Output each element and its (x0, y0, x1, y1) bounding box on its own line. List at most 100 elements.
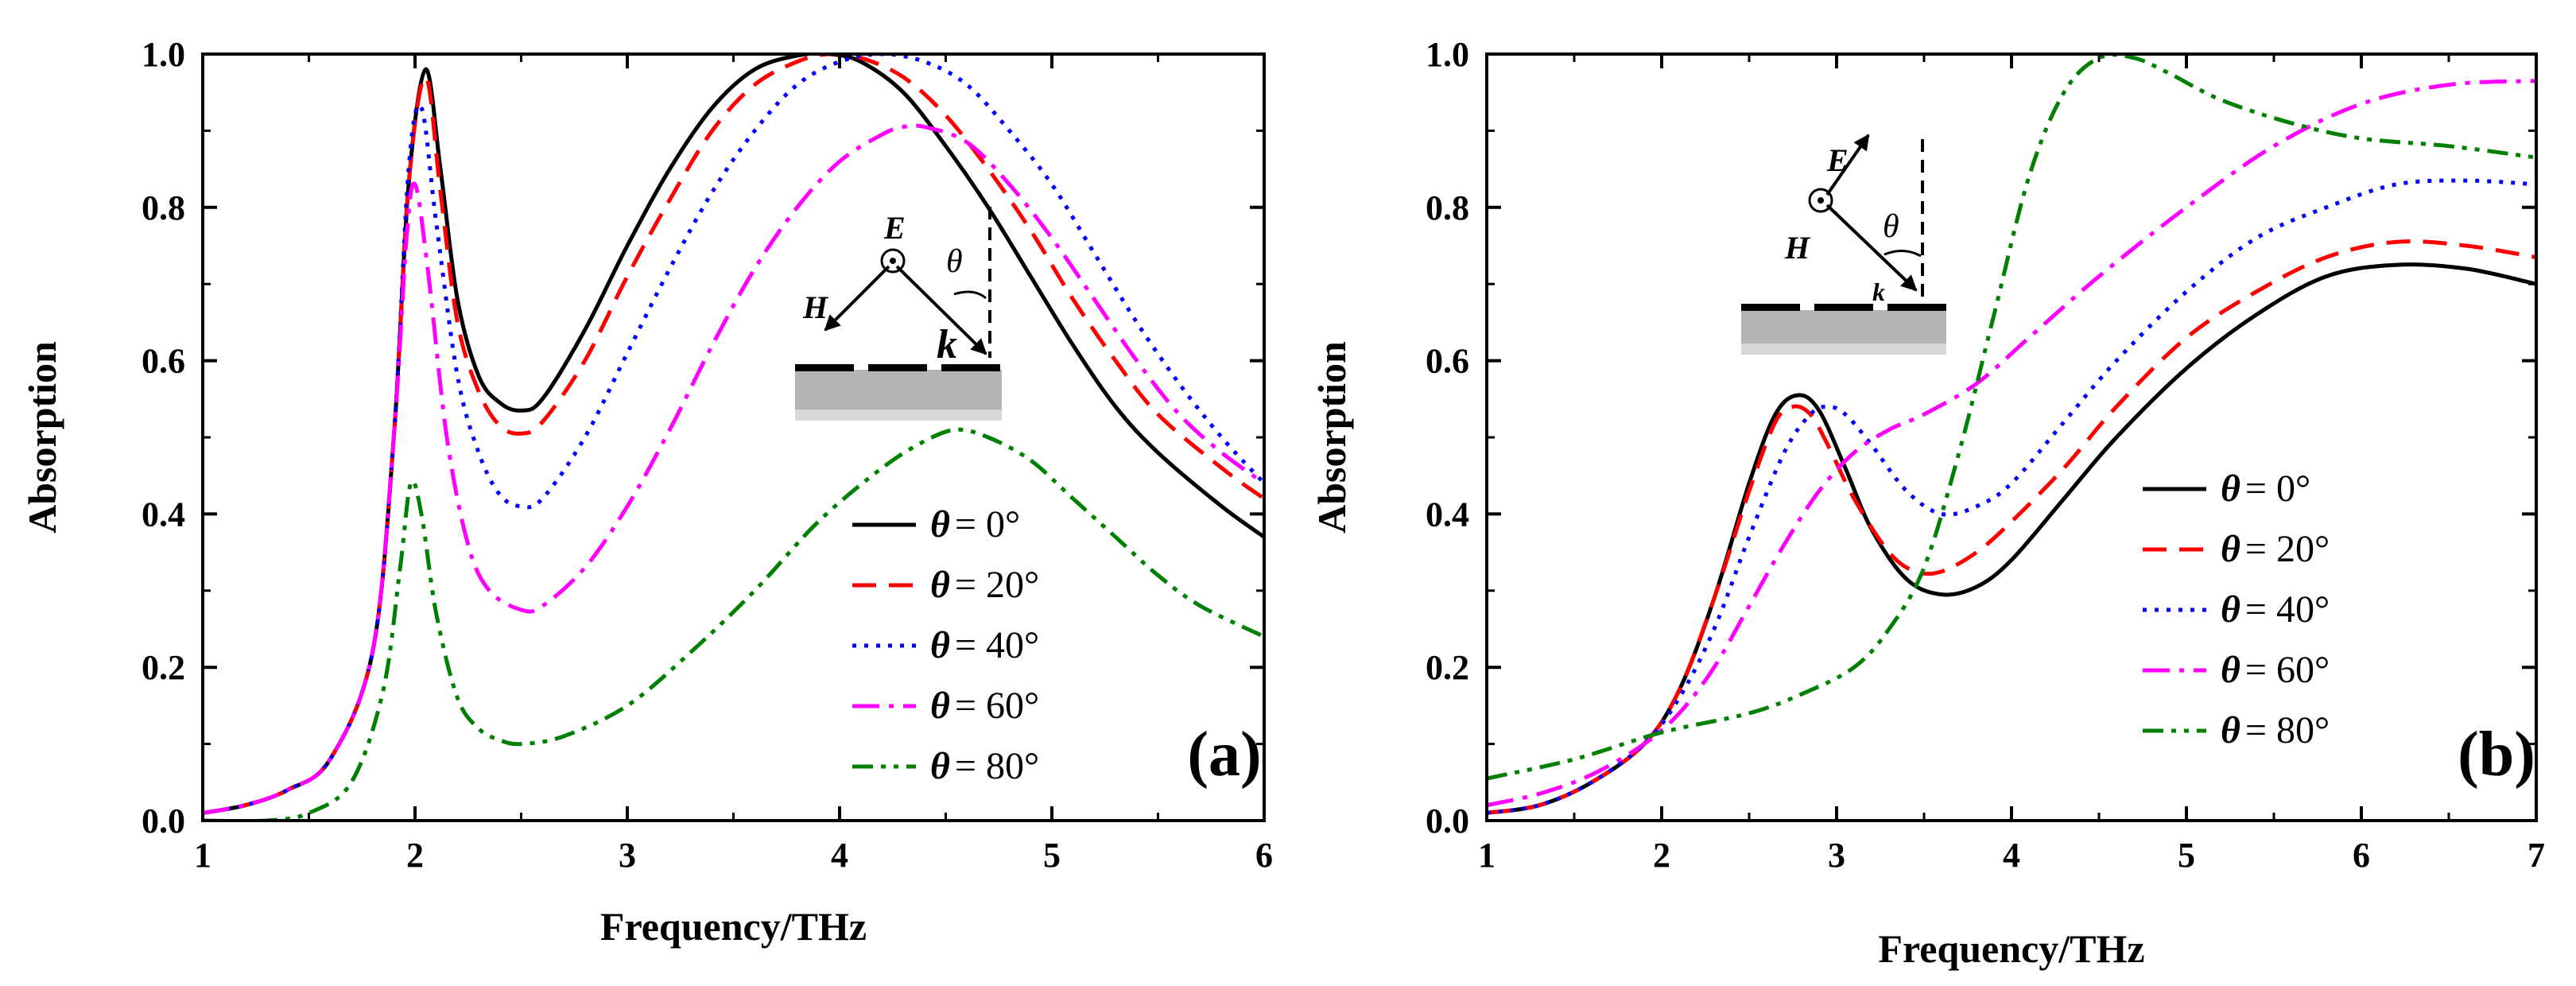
substrate-base (795, 410, 1002, 421)
legend-theta-symbol: θ (2221, 588, 2240, 631)
y-tick-label: 0.4 (142, 495, 185, 534)
legend-angle-value: = 40° (955, 624, 1039, 666)
legend-angle-value: = 80° (955, 745, 1039, 787)
x-tick-label: 3 (1828, 836, 1845, 875)
series-line-40deg (1487, 178, 2536, 815)
series-line-60deg (1487, 79, 2536, 808)
x-tick-label: 1 (194, 836, 211, 875)
x-tick-label: 7 (2528, 836, 2545, 875)
y-tick-label: 0.6 (142, 342, 185, 381)
metal-strip (1814, 304, 1873, 311)
series-lines (203, 54, 1264, 821)
metal-strip (941, 364, 1000, 371)
series-line-0deg (203, 54, 1264, 815)
theta-label: θ (946, 243, 963, 280)
k-label: k (1872, 278, 1885, 306)
legend-theta-symbol: θ (2221, 709, 2240, 751)
legend-entry: θ = 20° (2221, 528, 2330, 570)
legend-angle-value: = 80° (2245, 709, 2330, 751)
x-tick-label: 2 (1653, 836, 1670, 875)
legend-entry: θ = 20° (930, 564, 1039, 606)
x-tick-label: 5 (2178, 836, 2195, 875)
legend-entry: θ = 60° (930, 685, 1039, 727)
legend-entry: θ = 0° (2221, 468, 2310, 510)
legend-angle-value: = 20° (955, 564, 1039, 606)
x-tick-label: 3 (619, 836, 636, 875)
legend-theta-symbol: θ (2221, 468, 2240, 510)
series-line-20deg (1487, 239, 2536, 815)
x-axis-title: Frequency/THz (1878, 926, 2144, 971)
y-tick-label: 0.2 (1426, 648, 1469, 687)
h-field-circle-icon (1808, 188, 1833, 213)
k-label: k (937, 322, 957, 367)
legend-entry: θ = 0° (930, 503, 1020, 545)
k-vector-arrow (895, 265, 987, 355)
y-tick-label: 0.8 (1426, 188, 1469, 227)
h-field-dot-icon (1818, 197, 1824, 204)
legend: θ = 0°θ = 20°θ = 40°θ = 60°θ = 80° (852, 503, 1039, 787)
y-tick-label: 1.0 (142, 35, 185, 74)
series-line-40deg (203, 54, 1264, 815)
legend-theta-symbol: θ (930, 564, 950, 606)
legend-entry: θ = 40° (930, 624, 1039, 666)
y-tick-label: 0.4 (1426, 495, 1469, 534)
legend-angle-value: = 0° (955, 503, 1020, 545)
series-line-80deg (203, 427, 1264, 821)
x-tick-label: 6 (2353, 836, 2370, 875)
legend-theta-symbol: θ (930, 624, 950, 666)
h-label: H (1784, 230, 1811, 266)
h-label: H (802, 289, 829, 325)
x-tick-label: 4 (2003, 836, 2020, 875)
legend-theta-symbol: θ (930, 503, 950, 545)
y-tick-label: 0.6 (1426, 342, 1469, 381)
h-vector-arrow (824, 265, 890, 332)
y-tick-label: 1.0 (1426, 35, 1469, 74)
x-tick-label: 4 (831, 836, 848, 875)
legend-entry: θ = 80° (930, 745, 1039, 787)
e-field-dot-icon (890, 258, 896, 264)
x-tick-label: 2 (406, 836, 424, 875)
series-line-60deg (203, 123, 1264, 815)
legend-angle-value: = 20° (2245, 528, 2330, 570)
legend: θ = 0°θ = 20°θ = 40°θ = 60°θ = 80° (2143, 468, 2330, 751)
x-axis-title: Frequency/THz (600, 904, 867, 949)
substrate (1741, 310, 1946, 344)
incidence-inset: E Hk θ (1741, 134, 1946, 355)
legend-angle-value: = 60° (955, 685, 1039, 727)
series-lines (1487, 54, 2536, 815)
legend-theta-symbol: θ (2221, 649, 2240, 691)
metal-strip (1887, 304, 1946, 311)
legend-theta-symbol: θ (930, 745, 950, 787)
plot-frame (201, 52, 1266, 822)
legend-theta-symbol: θ (2221, 528, 2240, 570)
panel-label: (a) (1187, 720, 1261, 790)
legend-angle-value: = 60° (2245, 649, 2330, 691)
series-line-20deg (203, 54, 1264, 815)
legend-entry: θ = 60° (2221, 649, 2330, 691)
x-tick-label: 6 (1255, 836, 1273, 875)
substrate (795, 370, 1002, 410)
y-axis-title: Absorption (20, 341, 64, 534)
e-label: E (883, 210, 906, 246)
metal-strip (1741, 304, 1800, 311)
chart-panel-a: 1 2 3 4 5 6 0.0 0.2 0.4 0.6 0.8 1.0 Frequency/THz Abs… (20, 35, 1273, 949)
metal-strip (868, 364, 927, 371)
y-tick-label: 0.2 (142, 648, 185, 687)
legend-theta-symbol: θ (930, 685, 950, 727)
metal-strip (795, 364, 854, 371)
legend-entry: θ = 80° (2221, 709, 2330, 751)
e-label: E (1826, 142, 1849, 178)
y-tick-label: 0.0 (142, 802, 185, 840)
e-vector-arrow (1825, 134, 1870, 196)
legend-entry: θ = 40° (2221, 588, 2330, 631)
y-tick-label: 0.8 (142, 188, 185, 227)
chart-panel-b: 1 2 3 4 5 6 7 0.0 0.2 0.4 0.6 0.8 1.0 Frequency/THz Ab… (1309, 35, 2545, 971)
x-tick-label: 5 (1043, 836, 1061, 875)
k-vector-arrow (1825, 204, 1918, 292)
e-field-circle-icon (880, 248, 906, 274)
substrate-base (1741, 344, 1946, 355)
theta-arc (1884, 250, 1922, 258)
series-line-80deg (1487, 54, 2536, 781)
x-tick-label: 1 (1478, 836, 1496, 875)
